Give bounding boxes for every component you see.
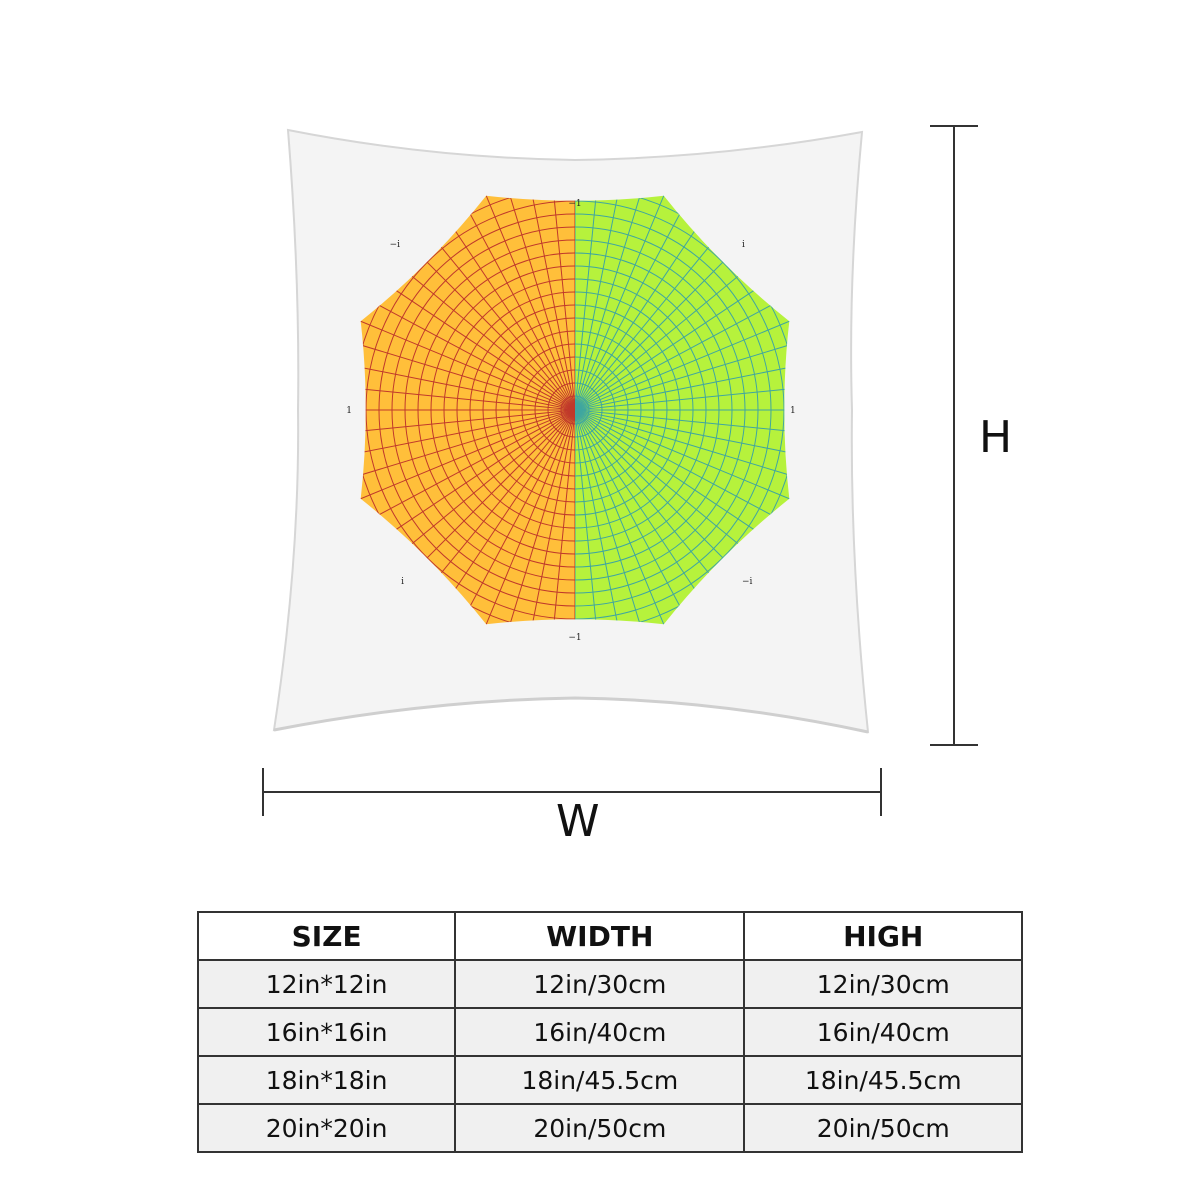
grid-ray [575, 409, 663, 625]
table-header-row: SIZE WIDTH HIGH [196, 911, 1023, 961]
pillow-illustration: −1 −1 1 1 −i i i −i [262, 125, 978, 816]
grid-ray [575, 409, 790, 526]
axis-label-left: 1 [346, 406, 352, 416]
cell-high: 18in/45.5cm [743, 1055, 1023, 1105]
grid-ray [515, 195, 575, 411]
grid-ray [575, 409, 790, 552]
axis-label-right: 1 [790, 406, 796, 416]
grid-ray [575, 268, 790, 411]
grid-ray [360, 268, 575, 411]
grid-ray [545, 195, 575, 411]
grid-ray [459, 409, 575, 625]
header-width: WIDTH [454, 911, 746, 961]
grid-ray [575, 322, 790, 411]
cell-size: 18in*18in [196, 1055, 457, 1105]
table-row: 12in*12in 12in/30cm 12in/30cm [196, 959, 1023, 1009]
grid-ray [575, 409, 717, 625]
grid-ray [360, 409, 575, 440]
size-table: SIZE WIDTH HIGH 12in*12in 12in/30cm 12in… [196, 911, 1023, 1153]
height-label: H [979, 412, 1013, 463]
cell-width: 16in/40cm [454, 1007, 746, 1057]
table-row: 16in*16in 16in/40cm 16in/40cm [196, 1007, 1023, 1057]
width-label: W [556, 796, 600, 847]
grid-ray [545, 409, 575, 625]
grid-ray [360, 350, 575, 411]
cell-width: 20in/50cm [454, 1103, 746, 1153]
grid-ray [360, 322, 575, 411]
pillow-edge-shadow [273, 696, 869, 734]
grid-ray [360, 409, 575, 552]
grid-ray [487, 409, 575, 625]
cell-size: 12in*12in [196, 959, 457, 1009]
grid-ray [575, 409, 691, 625]
grid-ray [360, 409, 575, 470]
grid-ray [515, 409, 575, 625]
grid-ray [360, 409, 575, 526]
cell-high: 20in/50cm [743, 1103, 1023, 1153]
grid-ray [575, 409, 790, 470]
grid-ray [575, 409, 635, 625]
grid-ray [459, 195, 575, 411]
table-row: 18in*18in 18in/45.5cm 18in/45.5cm [196, 1055, 1023, 1105]
header-size: SIZE [196, 911, 457, 961]
grid-ray [575, 380, 790, 411]
right-grid-lines [575, 195, 790, 625]
axis-label-top: −1 [568, 199, 581, 209]
axis-label-bottom-right: −i [742, 577, 753, 587]
grid-ray [360, 409, 575, 498]
grid-ray [575, 409, 605, 625]
axis-label-top-right: i [742, 240, 745, 250]
grid-ray [575, 409, 790, 498]
width-dimension-line [262, 768, 882, 816]
grid-ray [575, 195, 635, 411]
grid-ray [575, 195, 717, 411]
grid-ray [575, 350, 790, 411]
cell-size: 16in*16in [196, 1007, 457, 1057]
cell-width: 18in/45.5cm [454, 1055, 746, 1105]
axis-label-top-left: −i [390, 240, 401, 250]
table-row: 20in*20in 20in/50cm 20in/50cm [196, 1103, 1023, 1153]
grid-ray [487, 195, 575, 411]
grid-ray [433, 195, 575, 411]
grid-ray [575, 195, 691, 411]
grid-ray [575, 195, 663, 411]
grid-ray [360, 294, 575, 411]
grid-ray [575, 195, 605, 411]
grid-ray [360, 380, 575, 411]
cell-size: 20in*20in [196, 1103, 457, 1153]
height-dimension-line [930, 125, 978, 746]
left-grid-lines [360, 195, 575, 625]
axis-label-bottom: −1 [568, 633, 581, 643]
grid-ray [575, 409, 790, 440]
header-high: HIGH [743, 911, 1023, 961]
grid-ray [433, 409, 575, 625]
cell-high: 12in/30cm [743, 959, 1023, 1009]
grid-ray [575, 294, 790, 411]
axis-label-bottom-left: i [401, 577, 404, 587]
cell-high: 16in/40cm [743, 1007, 1023, 1057]
cell-width: 12in/30cm [454, 959, 746, 1009]
